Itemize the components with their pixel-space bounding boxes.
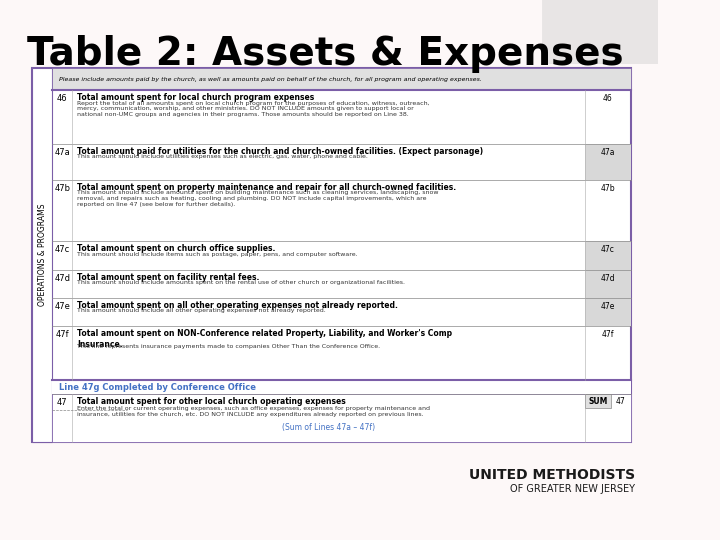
Text: Table 2: Assets & Expenses: Table 2: Assets & Expenses [27,35,624,73]
Text: This amount should include items such as postage, paper, pens, and computer soft: This amount should include items such as… [77,252,357,257]
Text: Total amount spent on property maintenance and repair for all church-owned facil: Total amount spent on property maintenan… [77,183,456,192]
Text: This amount should include utilities expenses such as electric, gas, water, phon: This amount should include utilities exp… [77,154,368,159]
Text: Please include amounts paid by the church, as well as amounts paid on behalf of : Please include amounts paid by the churc… [60,77,482,82]
Text: Total amount spent for local church program expenses: Total amount spent for local church prog… [77,93,314,102]
Text: UNITED METHODISTS: UNITED METHODISTS [469,468,635,482]
Text: Total amount spent on NON-Conference related Property, Liability, and Worker's C: Total amount spent on NON-Conference rel… [77,329,452,348]
FancyBboxPatch shape [542,0,665,64]
Text: This line represents insurance payments made to companies Other Than the Confere: This line represents insurance payments … [77,344,380,349]
Text: 46: 46 [57,94,68,103]
Text: This amount should include amounts spent on building maintenance such as cleanin: This amount should include amounts spent… [77,190,438,207]
Bar [585,298,631,326]
Text: SUM: SUM [588,396,608,406]
Text: Report the total of all amounts spent on local church program for the purposes o: Report the total of all amounts spent on… [77,100,429,117]
Text: Line 47g Completed by Conference Office: Line 47g Completed by Conference Office [60,382,256,392]
Text: Total amount spent on all other operating expenses not already reported.: Total amount spent on all other operatin… [77,301,397,310]
Text: 46: 46 [603,94,613,103]
Text: Total amount paid for utilities for the church and church-owned facilities. (Exp: Total amount paid for utilities for the … [77,147,483,156]
Bar [32,68,52,442]
Text: 47d: 47d [600,274,615,282]
Text: 47e: 47e [54,302,70,311]
Bar [52,68,631,90]
Bar [585,241,631,269]
Text: 47a: 47a [600,148,615,157]
Bar [585,269,631,298]
Bar [52,380,631,394]
Text: Total amount spent on facility rental fees.: Total amount spent on facility rental fe… [77,273,259,282]
Bar [585,144,631,180]
Text: 47: 47 [616,396,626,406]
Text: 47b: 47b [600,184,615,193]
Bar [32,68,631,442]
Text: 47c: 47c [601,245,615,254]
Text: 47d: 47d [54,274,70,282]
Text: 47f: 47f [55,330,69,339]
Text: 47e: 47e [600,302,615,311]
Bar [585,394,611,408]
Text: OF GREATER NEW JERSEY: OF GREATER NEW JERSEY [510,484,635,494]
Text: 47: 47 [57,398,68,407]
Text: OPERATIONS & PROGRAMS: OPERATIONS & PROGRAMS [37,204,47,306]
Text: This amount should include amounts spent on the rental use of other church or or: This amount should include amounts spent… [77,280,405,285]
Text: Enter the total or current operating expenses, such as office expenses, expenses: Enter the total or current operating exp… [77,406,430,417]
Text: 47a: 47a [54,148,70,157]
Text: 47b: 47b [54,184,70,193]
Text: Total amount spent on church office supplies.: Total amount spent on church office supp… [77,245,275,253]
Text: (Sum of Lines 47a – 47f): (Sum of Lines 47a – 47f) [282,423,375,432]
Text: Total amount spent for other local church operating expenses: Total amount spent for other local churc… [77,397,346,406]
Text: This amount should include all other operating expenses not already reported.: This amount should include all other ope… [77,308,325,313]
Bar [52,394,631,442]
Text: 47c: 47c [55,245,70,254]
Text: 47f: 47f [602,330,614,339]
